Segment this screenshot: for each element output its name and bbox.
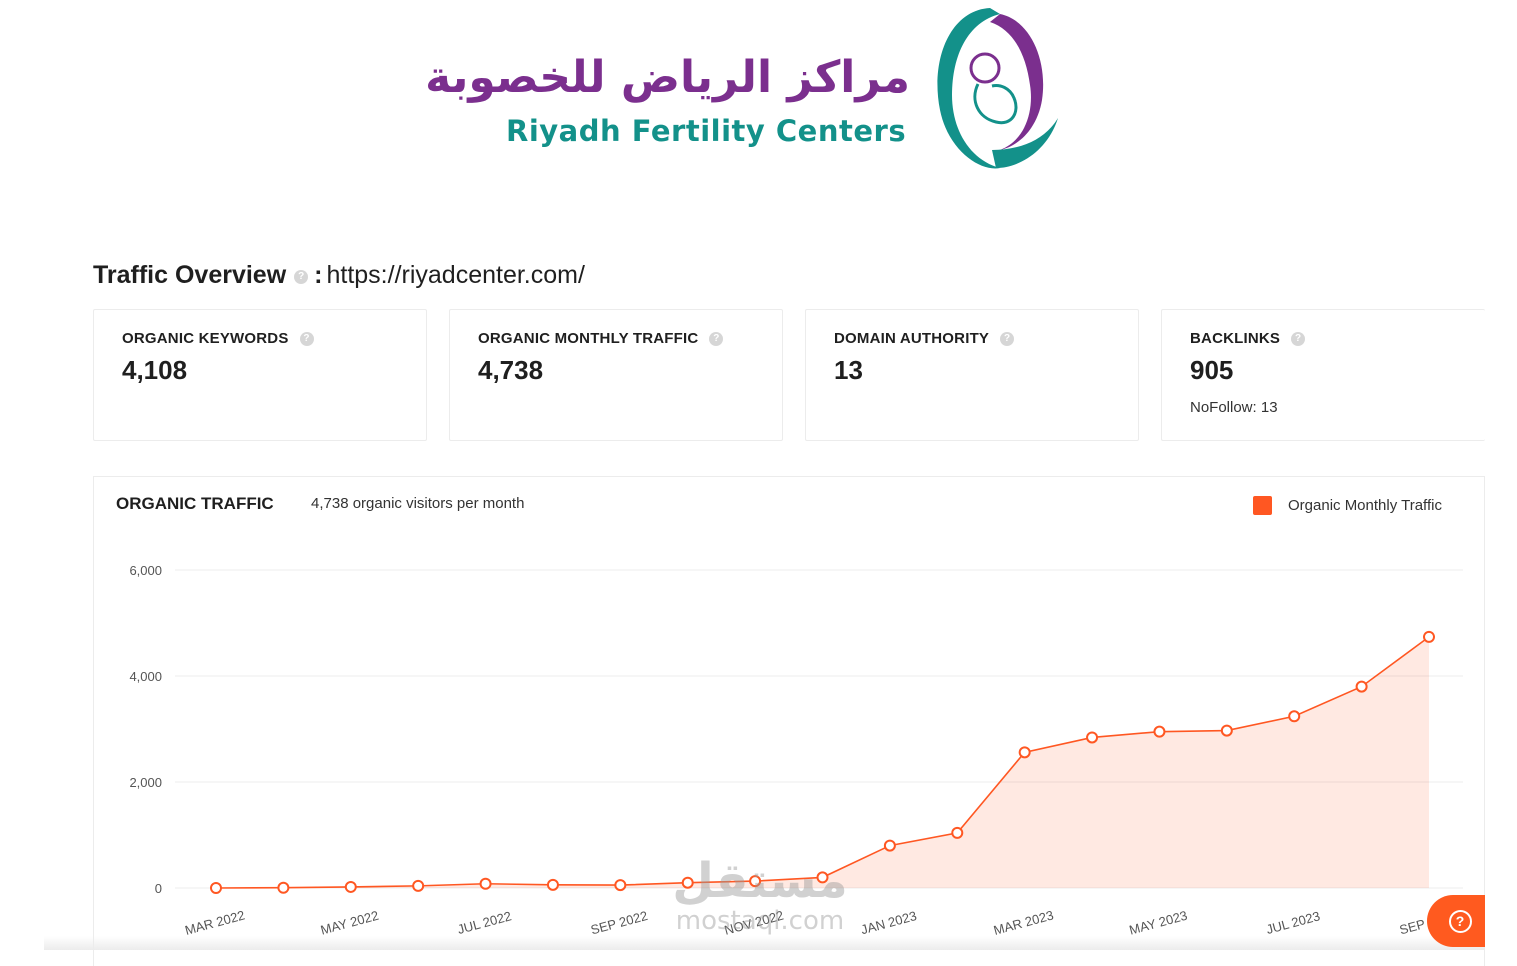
data-point <box>816 871 829 884</box>
organic-traffic-panel <box>93 476 1485 966</box>
card-backlinks: BACKLINKS? 905 NoFollow: 13 <box>1161 309 1485 441</box>
card-value: 4,738 <box>478 355 544 385</box>
data-point <box>614 879 627 892</box>
watermark: مستقل mostaql.com <box>665 855 855 935</box>
y-tick-label: 2,000 <box>129 775 162 790</box>
data-point <box>1018 746 1031 759</box>
brand-logo: مراكز الرياض للخصوبة Riyadh Fertility Ce… <box>425 0 1070 178</box>
card-label: ORGANIC KEYWORDS <box>122 330 289 347</box>
data-point <box>210 882 222 894</box>
help-icon[interactable]: ? <box>709 331 724 346</box>
x-tick-label: MAR 2022 <box>183 907 246 937</box>
card-organic-keywords: ORGANIC KEYWORDS? 4,108 <box>93 309 427 441</box>
x-tick-label: JUL 2022 <box>456 908 513 937</box>
data-point <box>1086 731 1099 744</box>
chart-legend[interactable]: Organic Monthly Traffic <box>1253 496 1442 515</box>
legend-label: Organic Monthly Traffic <box>1288 497 1442 514</box>
card-value: 905 <box>1190 355 1234 385</box>
help-icon[interactable]: ? <box>1291 331 1306 346</box>
logo-english-text: Riyadh Fertility Centers <box>506 114 907 148</box>
card-organic-monthly-traffic: ORGANIC MONTHLY TRAFFIC? 4,738 <box>449 309 783 441</box>
card-label: BACKLINKS <box>1190 330 1281 347</box>
data-point <box>681 876 694 889</box>
y-tick-label: 6,000 <box>129 563 162 578</box>
watermark-english: mostaql.com <box>675 906 845 936</box>
x-tick-label: MAY 2022 <box>319 908 380 938</box>
page-title: Traffic Overview ? : https://riyadcenter… <box>93 258 585 292</box>
chart-title: ORGANIC TRAFFIC <box>116 494 274 513</box>
data-point <box>344 880 357 893</box>
page-title-text: Traffic Overview <box>93 260 287 289</box>
data-point <box>1288 710 1301 723</box>
title-separator: : <box>314 260 323 289</box>
series-area <box>216 636 1429 888</box>
logo-arabic-text: مراكز الرياض للخصوبة <box>425 52 910 103</box>
help-icon[interactable]: ? <box>299 331 314 346</box>
data-point <box>1423 630 1435 643</box>
data-point <box>277 881 290 894</box>
bottom-divider <box>44 936 1484 950</box>
question-icon: ? <box>1448 909 1472 933</box>
x-tick-label: MAY 2023 <box>1128 908 1189 938</box>
domain-url: https://riyadcenter.com/ <box>326 260 585 289</box>
data-point <box>546 878 559 891</box>
data-point <box>479 877 492 890</box>
help-icon[interactable]: ? <box>1000 331 1015 346</box>
data-point <box>883 839 896 852</box>
logo-emblem-icon <box>937 8 1058 169</box>
x-tick-label: MAR 2023 <box>992 907 1055 937</box>
x-tick-label: JAN 2023 <box>859 908 918 937</box>
nofollow-count: NoFollow: 13 <box>1190 399 1278 416</box>
card-label: ORGANIC MONTHLY TRAFFIC <box>478 330 699 347</box>
watermark-arabic: مستقل <box>672 853 848 909</box>
x-tick-label: SEP 2022 <box>589 908 649 938</box>
title-help-icon[interactable]: ? <box>294 270 309 284</box>
data-point <box>1220 724 1233 737</box>
card-domain-authority: DOMAIN AUTHORITY? 13 <box>805 309 1139 441</box>
data-point <box>412 879 425 892</box>
card-value: 13 <box>834 355 863 385</box>
y-tick-label: 0 <box>155 881 162 896</box>
card-label: DOMAIN AUTHORITY <box>834 330 990 347</box>
data-point <box>951 826 964 839</box>
help-widget-button[interactable]: ? <box>1427 895 1485 947</box>
chart-subtitle: 4,738 organic visitors per month <box>311 495 525 512</box>
data-point <box>1153 725 1166 738</box>
legend-swatch <box>1253 496 1272 515</box>
data-point <box>749 875 762 888</box>
card-value: 4,108 <box>122 355 188 385</box>
y-tick-label: 4,000 <box>129 669 162 684</box>
data-point <box>1355 680 1368 693</box>
x-tick-label: JUL 2023 <box>1264 908 1321 937</box>
